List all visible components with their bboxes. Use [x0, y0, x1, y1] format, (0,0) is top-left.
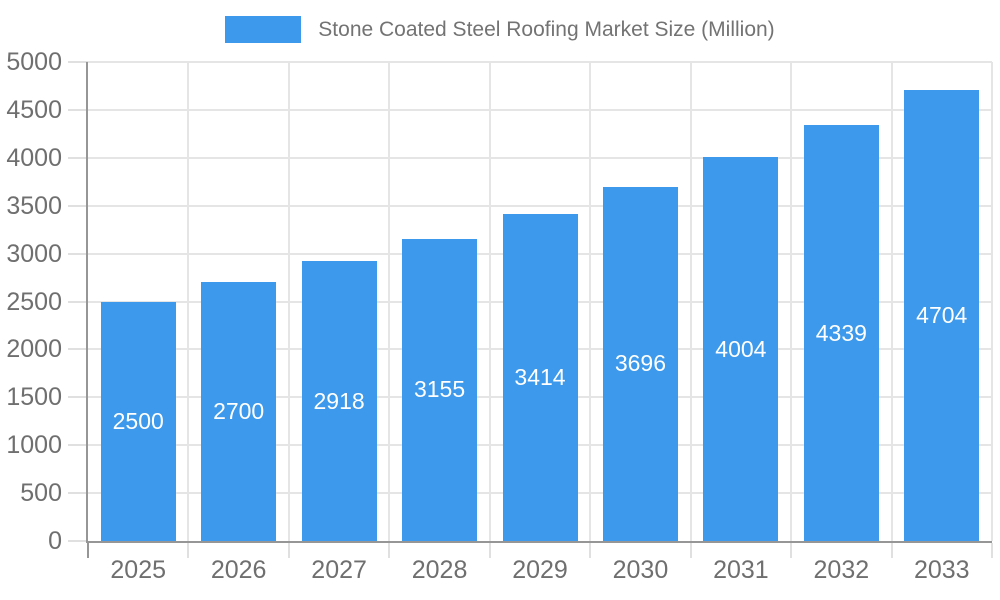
y-tick-label: 3500 [6, 191, 62, 220]
x-tick-label: 2025 [110, 556, 167, 584]
y-axis-tick [68, 108, 88, 111]
y-axis-tick [68, 540, 88, 542]
y-axis-line [86, 62, 88, 543]
v-gridline [689, 62, 692, 541]
y-tick-label: 4500 [6, 95, 62, 124]
legend-item[interactable]: Stone Coated Steel Roofing Market Size (… [0, 16, 1000, 43]
y-tick-label: 5000 [6, 48, 62, 76]
x-axis-line [86, 541, 992, 543]
bar-value-label: 2500 [112, 407, 164, 434]
bar[interactable]: 2918 [301, 261, 377, 541]
bar[interactable]: 4704 [904, 90, 980, 541]
bar-value-label: 2700 [213, 398, 265, 425]
y-tick-label: 1000 [6, 431, 62, 460]
v-gridline [488, 62, 491, 541]
x-tick-label: 2029 [512, 556, 568, 584]
h-gridline [88, 156, 992, 159]
x-axis-tick [388, 543, 391, 558]
bar[interactable]: 2700 [201, 282, 277, 541]
h-gridline [88, 108, 992, 111]
x-tick-label: 2028 [411, 556, 468, 584]
x-tick-label: 2031 [713, 556, 769, 584]
x-tick-label: 2032 [813, 556, 870, 584]
y-axis-tick [68, 492, 88, 495]
v-gridline [287, 62, 290, 541]
x-axis-tick [890, 543, 893, 558]
x-tick-label: 2026 [210, 556, 267, 584]
y-axis-tick [68, 444, 88, 447]
v-gridline [388, 62, 391, 541]
x-axis-tick [87, 543, 89, 558]
y-tick-label: 3000 [6, 239, 62, 268]
bar-value-label: 4339 [815, 319, 867, 346]
bar[interactable]: 2500 [100, 301, 176, 541]
y-axis-tick [68, 348, 88, 351]
bar[interactable]: 3696 [602, 186, 678, 541]
v-gridline [890, 62, 893, 541]
y-axis-tick [68, 300, 88, 303]
h-gridline [88, 204, 992, 207]
bar[interactable]: 3155 [402, 238, 478, 541]
x-axis-tick [488, 543, 491, 558]
bar-value-label: 3414 [514, 363, 566, 390]
y-tick-label: 0 [48, 527, 62, 555]
x-axis-tick [287, 543, 290, 558]
v-gridline [790, 62, 793, 541]
x-tick-label: 2027 [311, 556, 367, 584]
v-gridline [991, 62, 993, 541]
y-tick-label: 1500 [6, 383, 62, 412]
bar-value-label: 4704 [916, 302, 968, 329]
plot-area: 2500 2700 2918 3155 3414 3696 4004 4339 4704 [88, 61, 993, 541]
bar[interactable]: 4004 [703, 157, 779, 541]
x-axis-tick [589, 543, 592, 558]
legend-swatch [225, 16, 302, 43]
y-axis-tick [68, 396, 88, 399]
y-tick-label: 4000 [6, 143, 62, 172]
x-axis-tick [991, 543, 993, 558]
bar-value-label: 3155 [413, 376, 466, 403]
y-axis-tick [68, 204, 88, 207]
x-axis-tick [187, 543, 190, 558]
bar-value-label: 2918 [313, 387, 365, 414]
y-tick-label: 2000 [6, 335, 62, 364]
v-gridline [187, 62, 190, 541]
bar[interactable]: 4339 [803, 125, 879, 541]
y-axis-tick [68, 252, 88, 255]
y-tick-label: 2500 [6, 287, 62, 316]
x-tick-label: 2033 [913, 556, 970, 584]
x-tick-label: 2030 [612, 556, 669, 584]
x-axis-tick [689, 543, 692, 558]
y-axis-tick [68, 156, 88, 159]
h-gridline [88, 61, 992, 63]
legend-label: Stone Coated Steel Roofing Market Size (… [318, 17, 775, 41]
bar-value-label: 4004 [715, 335, 767, 362]
bar-value-label: 3696 [614, 350, 667, 377]
bar[interactable]: 3414 [502, 213, 578, 541]
x-axis-tick [790, 543, 793, 558]
y-axis-tick [68, 61, 88, 63]
y-tick-label: 500 [20, 479, 62, 508]
v-gridline [589, 62, 592, 541]
